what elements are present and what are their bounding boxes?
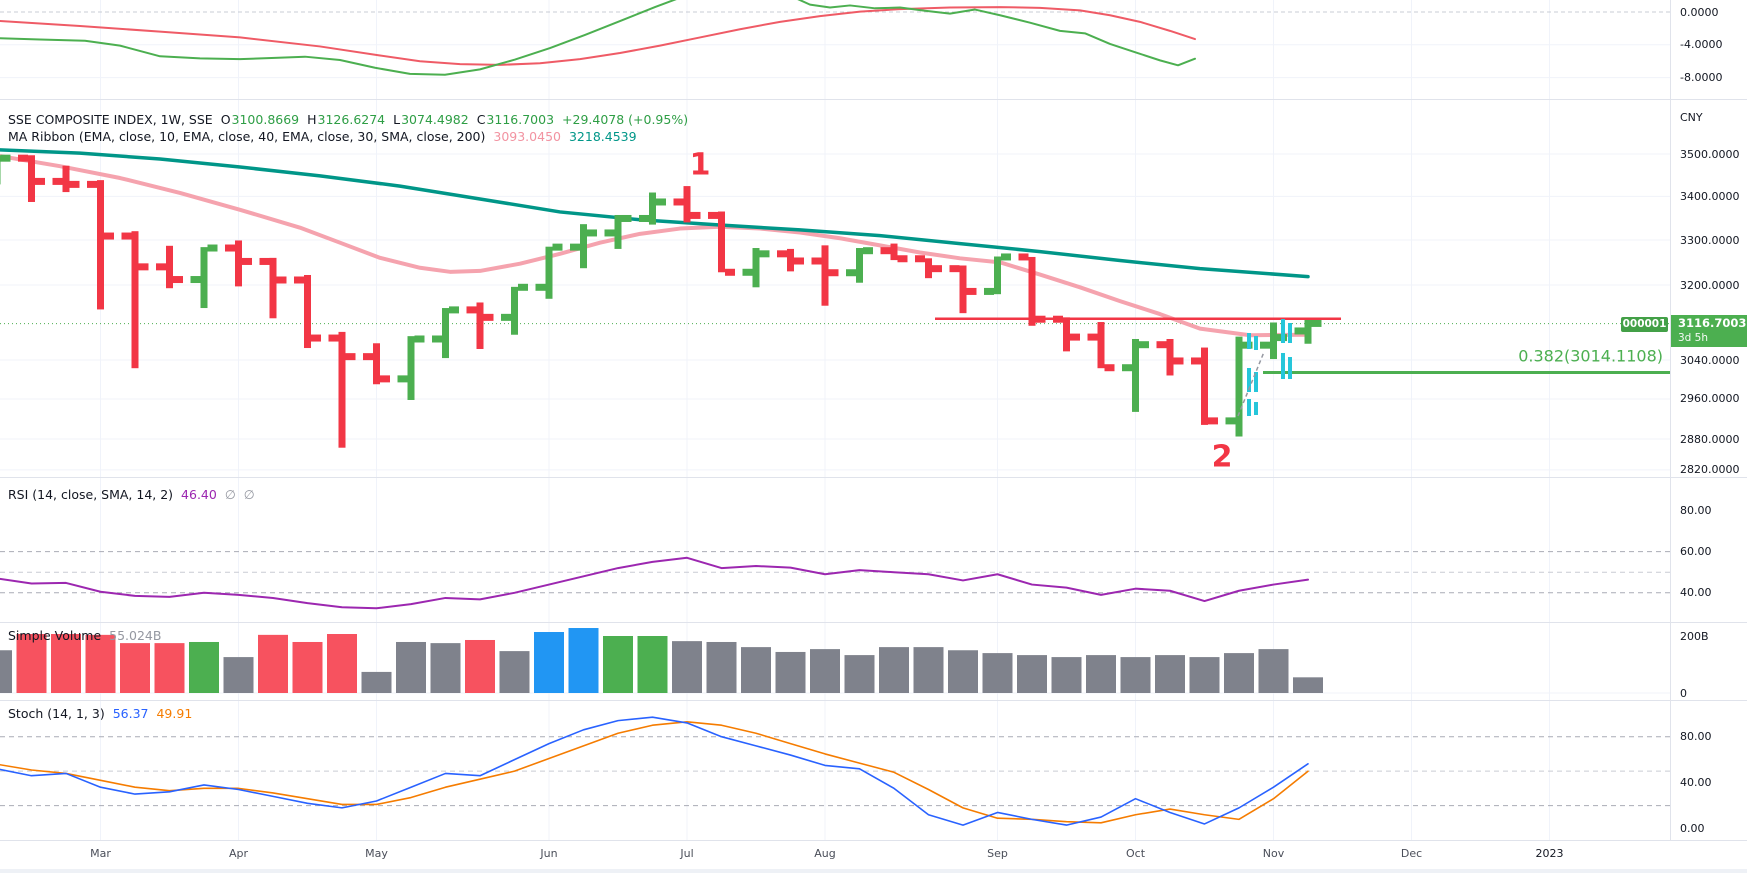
ohlc-high-label: H	[307, 112, 317, 127]
stoch-title[interactable]: Stoch (14, 1, 3)	[8, 706, 105, 721]
dashed-trend-segment	[1237, 351, 1265, 417]
change-value: +29.4078 (+0.95%)	[562, 112, 689, 127]
axis-tick: 3500.0000	[1680, 147, 1740, 161]
last-price-value: 3116.7003	[1678, 316, 1747, 330]
rsi-value: 46.40	[181, 487, 217, 502]
last-price-tag: 3116.7003 3d 5h	[1671, 315, 1747, 347]
axis-tick: -8.0000	[1680, 71, 1723, 85]
ohlc-high-value: 3126.6274	[317, 112, 386, 127]
symbol-title[interactable]: SSE COMPOSITE INDEX, 1W, SSE	[8, 112, 213, 127]
month-label: Aug	[814, 847, 836, 860]
month-label: May	[365, 847, 388, 860]
year-label: 2023	[1535, 847, 1564, 860]
stoch-lines	[0, 716, 1309, 826]
rsi-legend: RSI (14, close, SMA, 14, 2) 46.40 ∅ ∅	[8, 487, 259, 502]
time-axis[interactable]	[0, 841, 1670, 869]
axis-currency-label: CNY	[1680, 111, 1703, 124]
axis-tick: -4.0000	[1680, 38, 1723, 52]
ma-ribbon-lines	[0, 148, 1310, 338]
fib-retracement-label[interactable]: 0.382(3014.1108)	[1518, 346, 1663, 366]
axis-tick: 0.0000	[1680, 5, 1719, 19]
rsi-band2: ∅	[243, 487, 255, 502]
axis-tick: 40.00	[1680, 586, 1712, 600]
annotation-2[interactable]: 2	[1211, 439, 1233, 475]
ohlc-close-value: 3116.7003	[486, 112, 555, 127]
month-label: Jun	[540, 847, 558, 860]
axis-tick: 60.00	[1680, 545, 1712, 559]
stoch-legend: Stoch (14, 1, 3) 56.37 49.91	[8, 706, 196, 721]
month-label: Apr	[228, 847, 249, 860]
ma-ribbon-title[interactable]: MA Ribbon (EMA, close, 10, EMA, close, 4…	[8, 129, 486, 144]
price-bars	[0, 154, 1322, 448]
top-indicator-lines	[0, 0, 1196, 76]
axis-tick: 80.00	[1680, 503, 1712, 517]
axis-tick: 200B	[1680, 629, 1709, 643]
axis-tick: 3400.0000	[1680, 189, 1740, 203]
main-pane-legend: SSE COMPOSITE INDEX, 1W, SSE O3100.8669 …	[8, 112, 692, 127]
ohlc-open-value: 3100.8669	[231, 112, 300, 127]
ohlc-low-label: L	[393, 112, 401, 127]
volume-bars	[0, 628, 1323, 693]
axis-tick: 80.00	[1680, 730, 1712, 744]
axis-tick: 3200.0000	[1680, 278, 1740, 292]
axis-tick: 2960.0000	[1680, 392, 1740, 406]
cyan-bar-pattern	[1247, 319, 1292, 416]
month-label: Sep	[987, 847, 1008, 860]
ma-ribbon-value-sma: 3218.4539	[568, 129, 637, 144]
rsi-line	[0, 556, 1309, 610]
ma-ribbon-legend: MA Ribbon (EMA, close, 10, EMA, close, 4…	[8, 129, 641, 144]
axis-tick: 40.00	[1680, 776, 1712, 790]
symbol-badge: 000001	[1621, 317, 1668, 332]
rsi-title[interactable]: RSI (14, close, SMA, 14, 2)	[8, 487, 174, 502]
axis-tick: 0	[1680, 686, 1687, 700]
price-axis[interactable]	[1670, 0, 1747, 873]
axis-tick: 2820.0000	[1680, 463, 1740, 477]
month-label: Nov	[1262, 847, 1285, 860]
axis-tick: 0.00	[1680, 822, 1705, 836]
month-label: Jul	[680, 847, 694, 860]
ma-ribbon-value-ema: 3093.0450	[493, 129, 561, 144]
ohlc-open-label: O	[220, 112, 231, 127]
month-label: Dec	[1400, 847, 1423, 860]
dashed-levels	[0, 11, 1670, 807]
volume-legend: Simple Volume 55.024B	[8, 628, 165, 643]
ohlc-close-label: C	[476, 112, 486, 127]
volume-title[interactable]: Simple Volume	[8, 628, 102, 643]
volume-value: 55.024B	[109, 628, 162, 643]
axis-tick: 3300.0000	[1680, 233, 1740, 247]
horizontal-gridlines	[0, 44, 1670, 694]
month-label: Mar	[90, 847, 111, 860]
axis-tick: 2880.0000	[1680, 432, 1740, 446]
ohlc-low-value: 3074.4982	[401, 112, 469, 127]
rsi-band1: ∅	[224, 487, 236, 502]
stoch-k-value: 56.37	[112, 706, 149, 721]
month-label: Oct	[1125, 847, 1146, 860]
axis-tick: 3040.0000	[1680, 353, 1740, 367]
stoch-d-value: 49.91	[156, 706, 193, 721]
bottom-strip	[0, 869, 1747, 873]
annotation-1[interactable]: 1	[689, 147, 711, 183]
bar-countdown: 3d 5h	[1678, 332, 1709, 344]
